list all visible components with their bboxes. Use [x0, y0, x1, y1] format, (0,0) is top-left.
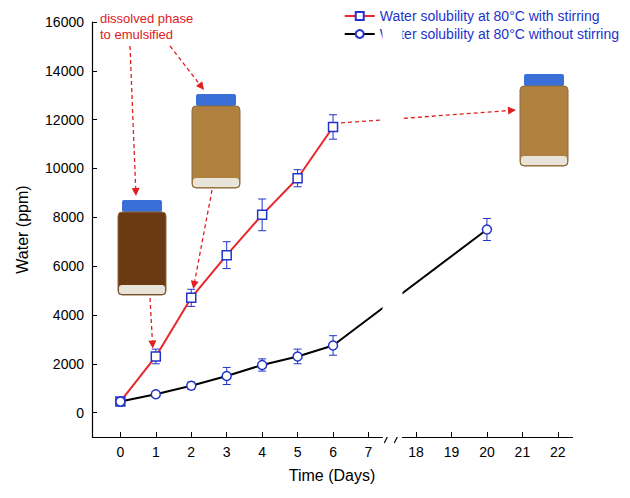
- svg-text:12000: 12000: [45, 112, 84, 128]
- svg-text:Water solubility at 80°C witho: Water solubility at 80°C without stirrin…: [380, 26, 619, 42]
- svg-text:3: 3: [223, 444, 231, 460]
- svg-text:10000: 10000: [45, 160, 84, 176]
- svg-text:to emulsified: to emulsified: [100, 27, 173, 42]
- svg-text:18: 18: [408, 444, 424, 460]
- svg-text:19: 19: [444, 444, 460, 460]
- svg-text:0: 0: [76, 405, 84, 421]
- svg-text:Water (ppm): Water (ppm): [14, 185, 31, 273]
- svg-text:16000: 16000: [45, 14, 84, 30]
- svg-text:8000: 8000: [53, 209, 84, 225]
- svg-text:20: 20: [479, 444, 495, 460]
- svg-text:6: 6: [329, 444, 337, 460]
- svg-text:7: 7: [365, 444, 373, 460]
- svg-text:6000: 6000: [53, 258, 84, 274]
- svg-text:2: 2: [187, 444, 195, 460]
- svg-text:5: 5: [294, 444, 302, 460]
- svg-text:2000: 2000: [53, 356, 84, 372]
- svg-text:Water solubility at 80°C with: Water solubility at 80°C with stirring: [380, 8, 600, 24]
- svg-text:14000: 14000: [45, 63, 84, 79]
- svg-text:0: 0: [116, 444, 124, 460]
- svg-text:dissolved phase: dissolved phase: [100, 11, 193, 26]
- svg-text:1: 1: [152, 444, 160, 460]
- svg-text:Time (Days): Time (Days): [289, 467, 376, 484]
- svg-text:22: 22: [550, 444, 566, 460]
- svg-text:4: 4: [258, 444, 266, 460]
- svg-text:21: 21: [515, 444, 531, 460]
- svg-text:4000: 4000: [53, 307, 84, 323]
